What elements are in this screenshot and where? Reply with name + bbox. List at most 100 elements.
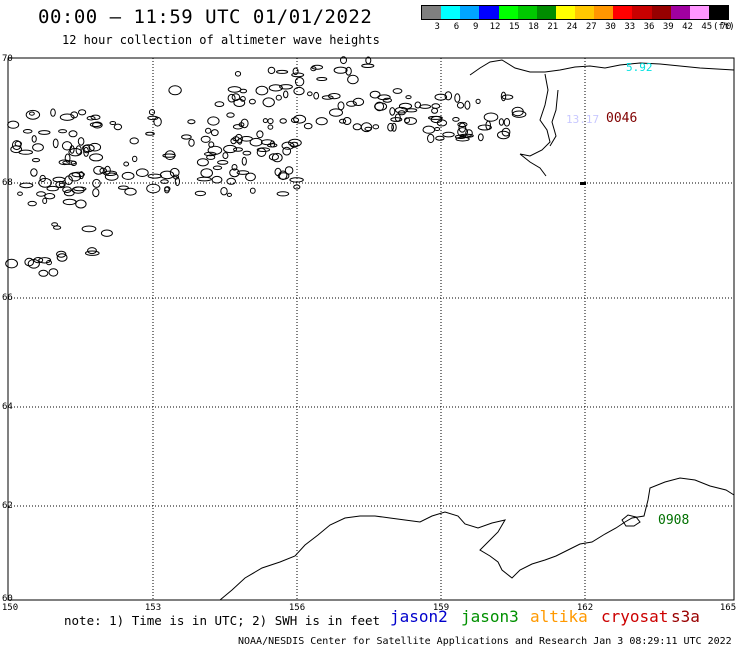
ice-contour: [293, 184, 301, 190]
ice-contour: [452, 117, 460, 122]
ice-contour: [276, 191, 290, 197]
ice-contour: [316, 77, 328, 81]
legend-swatch: [632, 6, 652, 19]
ice-contour: [210, 129, 219, 137]
ice-contour: [196, 176, 212, 182]
ice-contour: [206, 154, 216, 160]
ice-contour: [7, 120, 20, 129]
ice-contour: [92, 178, 101, 188]
ice-contour: [51, 222, 58, 227]
map-frame: [7, 57, 735, 601]
legend-swatch: [613, 6, 633, 19]
legend-swatch: [594, 6, 614, 19]
ice-contour: [205, 127, 212, 134]
ice-contour: [92, 121, 103, 129]
ice-contours: [5, 56, 527, 277]
ice-contour: [123, 161, 130, 167]
ice-contour: [92, 188, 100, 198]
ice-contour: [428, 115, 443, 120]
ice-contour: [271, 152, 283, 163]
coastline-south: [219, 477, 735, 601]
ice-contour: [232, 136, 240, 142]
lat-label: 66: [2, 293, 13, 303]
ice-contour: [48, 268, 59, 277]
ice-contour: [211, 175, 223, 184]
ice-contour: [307, 91, 313, 97]
ice-contour: [268, 84, 283, 92]
ice-contour: [333, 66, 348, 74]
ice-contour: [345, 66, 352, 76]
ice-contour: [11, 140, 22, 151]
ice-contour: [145, 131, 155, 136]
lat-label: 62: [2, 501, 13, 511]
ice-contour: [236, 170, 250, 175]
ice-contour: [148, 109, 156, 116]
ice-contour: [405, 95, 412, 100]
ice-contour: [382, 97, 392, 103]
ice-contour: [303, 122, 313, 130]
legend-label: 39: [662, 22, 674, 32]
ice-contour: [168, 85, 182, 96]
ice-contour: [113, 123, 123, 131]
ice-contour: [104, 165, 111, 175]
legend-swatch: [670, 6, 690, 19]
legend-label: 18: [528, 22, 539, 32]
ice-contour: [310, 66, 317, 72]
ice-contour: [457, 121, 468, 128]
ice-contour: [444, 91, 453, 101]
ice-contour: [275, 94, 282, 101]
note-text: note: 1) Time is in UTC; 2) SWH is in fe…: [64, 613, 381, 628]
ice-contour: [328, 93, 341, 100]
time-label: 0908: [658, 513, 690, 528]
ice-contour: [255, 85, 269, 96]
legend-label: (ft): [713, 22, 735, 32]
lat-label: 60: [2, 594, 13, 604]
ice-contour: [340, 56, 347, 65]
legend-label: 6: [453, 22, 460, 32]
ice-contour: [61, 141, 73, 151]
legend-label: 36: [643, 22, 655, 32]
ice-contour: [64, 153, 71, 163]
lon-label: 165: [719, 603, 737, 613]
ice-contour: [292, 67, 299, 76]
ice-contour: [346, 100, 357, 107]
legend-label: 70: [720, 22, 732, 32]
ice-contour: [87, 247, 97, 255]
ice-contour: [293, 114, 307, 124]
lon-label: 159: [432, 603, 450, 613]
ice-contour: [227, 93, 236, 103]
ice-contour: [282, 146, 292, 156]
ice-contour: [329, 108, 343, 117]
legend-swatch: [498, 6, 518, 19]
ice-contour: [313, 91, 320, 100]
ice-contour: [464, 100, 471, 110]
ice-contour: [256, 130, 264, 139]
ice-contour: [58, 129, 68, 134]
ice-contour: [39, 174, 46, 183]
legend-swatch: [575, 6, 595, 19]
ice-contour: [422, 125, 436, 134]
ice-contour: [212, 165, 223, 171]
legend-label: 42: [682, 22, 693, 32]
ice-contour: [226, 192, 232, 197]
ice-contour: [173, 174, 180, 180]
legend-label: 9: [473, 22, 479, 32]
ice-contour: [129, 137, 139, 145]
map-area: [5, 56, 735, 601]
swh-value-label: 13.17: [566, 113, 600, 126]
ice-contour: [78, 109, 87, 116]
lat-label: 70: [2, 54, 13, 64]
ice-contour: [22, 129, 33, 134]
chart-subtitle: 12 hour collection of altimeter wave hei…: [62, 33, 380, 47]
ice-contour: [477, 133, 484, 142]
ice-contour: [288, 138, 302, 147]
ice-contour: [281, 141, 295, 150]
ice-contour: [339, 118, 347, 124]
legend-swatch: [651, 6, 671, 19]
ice-contour: [56, 250, 67, 258]
ice-contour: [187, 119, 196, 125]
ice-contour: [242, 150, 252, 156]
lon-label: 153: [144, 603, 162, 613]
ice-contour: [279, 118, 287, 124]
legend-label: 12: [489, 22, 501, 32]
